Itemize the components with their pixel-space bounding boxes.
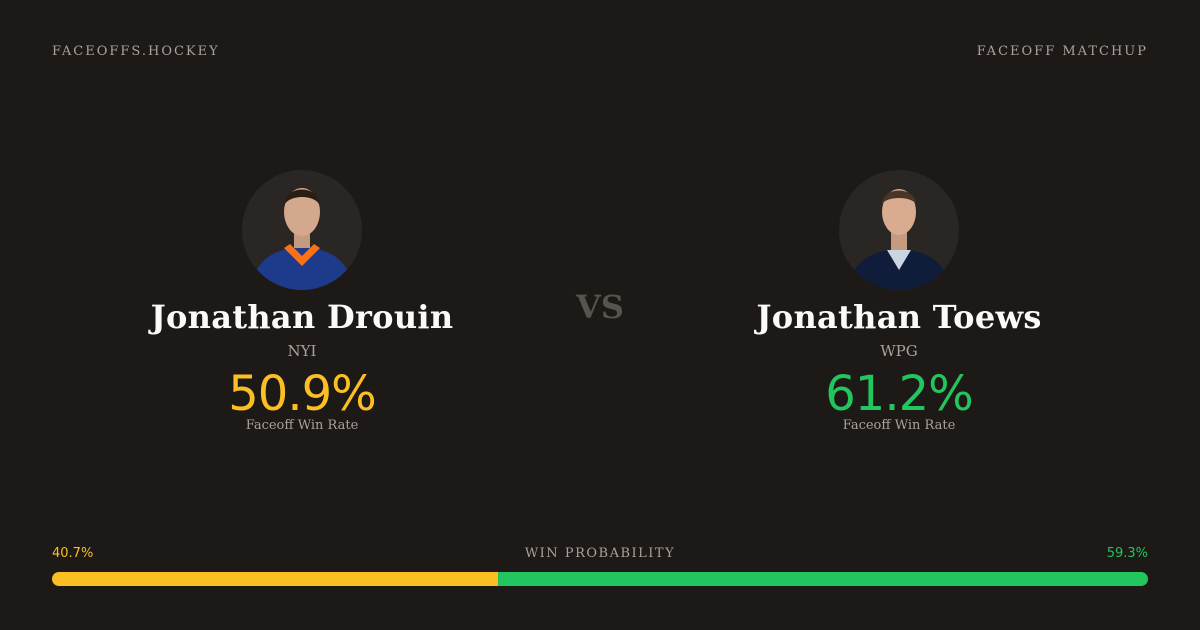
brand: FACEOFFS.HOCKEY xyxy=(52,44,220,59)
player-name: Jonathan Toews xyxy=(756,298,1042,336)
win-rate-label: Faceoff Win Rate xyxy=(842,418,956,433)
win-probability-title: WIN PROBABILITY xyxy=(524,546,676,561)
probability-segment xyxy=(52,572,499,586)
win-rate-label: Faceoff Win Rate xyxy=(245,418,359,433)
win-probability-label: 59.3% xyxy=(1106,546,1148,561)
player-card: Jonathan Drouin NYI 50.9% Faceoff Win Ra… xyxy=(102,170,502,433)
player-name: Jonathan Drouin xyxy=(150,298,454,336)
player-photo xyxy=(242,170,362,290)
versus: VS xyxy=(576,288,624,326)
section-title: FACEOFF MATCHUP xyxy=(976,44,1148,59)
player-photo xyxy=(839,170,959,290)
team: NYI xyxy=(287,342,317,360)
player-card: Jonathan Toews WPG 61.2% Faceoff Win Rat… xyxy=(699,170,1099,433)
win-probability-bar xyxy=(52,572,1148,586)
win-rate: 61.2% xyxy=(825,366,973,422)
win-probability-label: 40.7% xyxy=(52,546,94,561)
probability-segment xyxy=(498,572,1148,586)
team: WPG xyxy=(880,342,918,360)
win-rate: 50.9% xyxy=(228,366,376,422)
